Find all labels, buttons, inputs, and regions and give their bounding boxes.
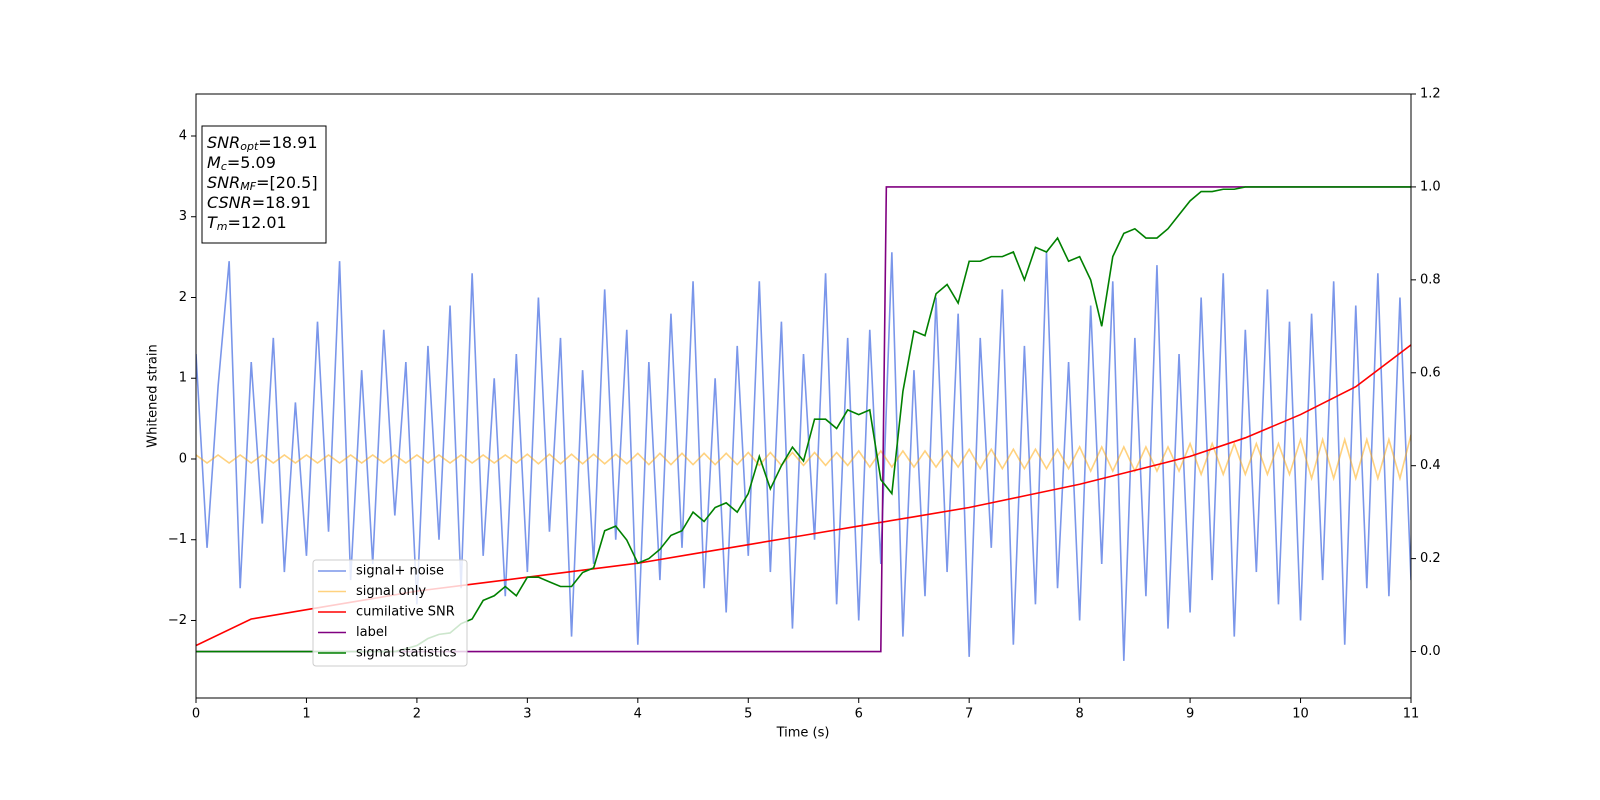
legend-label: signal only (356, 584, 426, 599)
x-tick-label: 0 (192, 707, 200, 722)
x-tick-label: 8 (1075, 707, 1083, 722)
annotation: SNRopt=18.91Mc=5.09SNRMF=[20.5]CSNR=18.9… (201, 125, 327, 244)
series-line (196, 252, 1411, 661)
legend-label: signal statistics (356, 646, 457, 661)
series-line (196, 434, 1411, 482)
x-axis-label: Time (s) (776, 726, 830, 741)
plot-frame (195, 93, 1412, 699)
x-tick-label: 2 (413, 707, 421, 722)
y-tick-label: −1 (168, 532, 187, 547)
x-tick-label: 4 (634, 707, 642, 722)
x-tick-label: 7 (965, 707, 973, 722)
x-tick-label: 1 (302, 707, 310, 722)
annotation-line: CSNR=18.91 (207, 193, 311, 212)
x-tick-label: 10 (1292, 707, 1309, 722)
annotation-base: CSNR (207, 193, 252, 212)
x-tick-label: 5 (744, 707, 752, 722)
x-tick-label: 11 (1403, 707, 1420, 722)
legend-label: signal+ noise (356, 564, 444, 579)
y2-tick-label: 0.8 (1420, 272, 1441, 287)
legend-label: label (356, 625, 387, 640)
x-tick-label: 9 (1186, 707, 1194, 722)
annotation-base: SNR (207, 173, 240, 192)
legend: signal+ noise signal only cumilative SNR la… (312, 559, 468, 667)
annotation-line: SNRopt=18.91 (207, 133, 318, 154)
annotation-line: Mc=5.09 (207, 153, 276, 174)
annotation-value: =18.91 (252, 193, 311, 212)
annotation-base: T (207, 213, 218, 232)
y2-tick-label: 1.0 (1420, 179, 1441, 194)
y2-tick-label: 1.2 (1420, 87, 1441, 102)
annotation-line: SNRMF=[20.5] (207, 173, 318, 194)
y-axis-label: Whitened strain (146, 344, 161, 447)
legend-label: cumilative SNR (356, 605, 455, 620)
y-tick-label: 1 (179, 371, 187, 386)
y-tick-label: 0 (179, 451, 187, 466)
annotation-value: =[20.5] (256, 173, 318, 192)
annotation-line: Tm=12.01 (207, 213, 287, 234)
y2-tick-label: 0.0 (1420, 644, 1441, 659)
annotation-sub: opt (240, 140, 259, 153)
annotation-value: =18.91 (258, 133, 317, 152)
legend-box (312, 559, 468, 667)
annotation-sub: m (217, 220, 228, 233)
annotation-value: =12.01 (228, 213, 287, 232)
annotation-base: M (207, 153, 221, 172)
series-line (196, 186, 1411, 653)
annotation-sub: c (221, 160, 227, 173)
annotation-sub: MF (240, 180, 256, 193)
x-tick-label: 6 (855, 707, 863, 722)
y-tick-label: −2 (168, 613, 187, 628)
y-tick-label: 3 (179, 209, 187, 224)
y2-tick-label: 0.6 (1420, 365, 1441, 380)
annotation-base: SNR (207, 133, 240, 152)
y2-tick-label: 0.4 (1420, 458, 1441, 473)
x-tick-label: 3 (523, 707, 531, 722)
annotation-value: =5.09 (227, 153, 276, 172)
y-tick-label: 2 (179, 290, 187, 305)
annotation-box (201, 125, 327, 244)
y-tick-label: 4 (179, 128, 187, 143)
y2-tick-label: 0.2 (1420, 551, 1441, 566)
